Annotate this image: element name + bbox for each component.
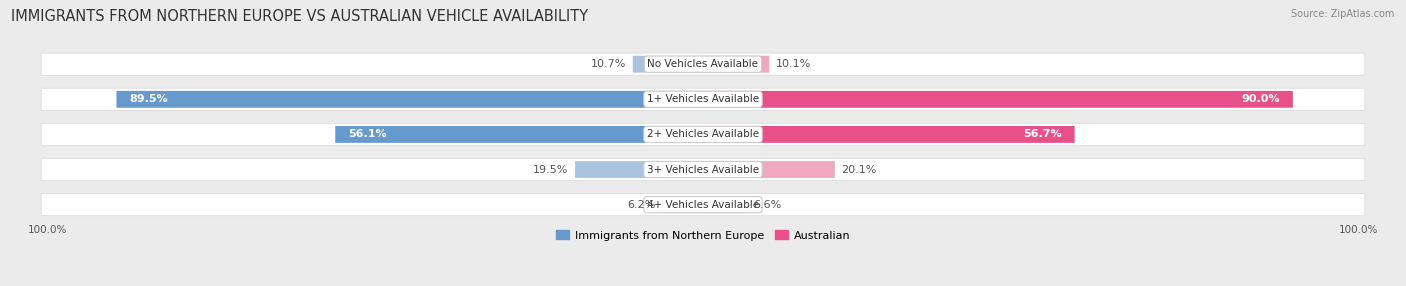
FancyBboxPatch shape [117,91,703,108]
Text: 4+ Vehicles Available: 4+ Vehicles Available [647,200,759,210]
Legend: Immigrants from Northern Europe, Australian: Immigrants from Northern Europe, Austral… [551,226,855,245]
Text: 6.2%: 6.2% [627,200,655,210]
FancyBboxPatch shape [41,158,1365,180]
FancyBboxPatch shape [703,56,769,73]
Text: 10.1%: 10.1% [776,59,811,69]
Text: 3+ Vehicles Available: 3+ Vehicles Available [647,164,759,174]
FancyBboxPatch shape [703,161,835,178]
Text: 100.0%: 100.0% [28,225,67,235]
Text: 56.7%: 56.7% [1022,130,1062,139]
FancyBboxPatch shape [41,88,1365,110]
FancyBboxPatch shape [41,194,1365,216]
FancyBboxPatch shape [335,126,703,143]
Text: 10.7%: 10.7% [591,59,626,69]
FancyBboxPatch shape [633,56,703,73]
Text: 56.1%: 56.1% [349,130,387,139]
FancyBboxPatch shape [703,91,1294,108]
Text: 6.6%: 6.6% [752,200,782,210]
Text: No Vehicles Available: No Vehicles Available [648,59,758,69]
Text: Source: ZipAtlas.com: Source: ZipAtlas.com [1291,9,1395,19]
FancyBboxPatch shape [662,196,703,213]
FancyBboxPatch shape [41,123,1365,146]
FancyBboxPatch shape [575,161,703,178]
Text: 20.1%: 20.1% [841,164,876,174]
FancyBboxPatch shape [703,196,747,213]
Text: 90.0%: 90.0% [1241,94,1279,104]
Text: 1+ Vehicles Available: 1+ Vehicles Available [647,94,759,104]
FancyBboxPatch shape [703,126,1074,143]
Text: 89.5%: 89.5% [129,94,169,104]
Text: 2+ Vehicles Available: 2+ Vehicles Available [647,130,759,139]
Text: IMMIGRANTS FROM NORTHERN EUROPE VS AUSTRALIAN VEHICLE AVAILABILITY: IMMIGRANTS FROM NORTHERN EUROPE VS AUSTR… [11,9,588,23]
Text: 19.5%: 19.5% [533,164,568,174]
FancyBboxPatch shape [41,53,1365,75]
Text: 100.0%: 100.0% [1339,225,1378,235]
